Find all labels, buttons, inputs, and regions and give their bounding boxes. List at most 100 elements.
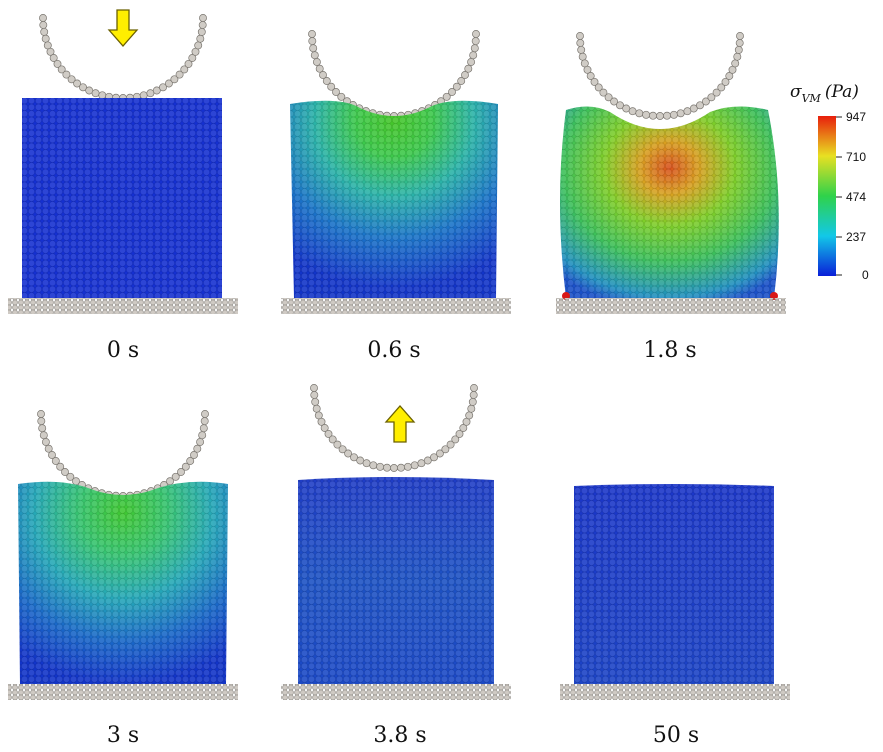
indenter-particle <box>599 88 608 97</box>
indenter-particle <box>57 65 66 74</box>
indenter-particle <box>594 83 603 92</box>
indenter-particle <box>451 435 460 444</box>
indenter-particle <box>79 83 87 92</box>
indenter-particle <box>98 91 107 100</box>
indenter-particle <box>736 32 744 40</box>
floor-plate <box>8 298 238 314</box>
floor-plate <box>8 684 238 700</box>
indenter-particle <box>53 59 62 68</box>
indenter-particle <box>159 83 167 92</box>
indenter-particle <box>61 468 69 476</box>
indenter-particle <box>37 410 45 418</box>
indenter-particle <box>310 51 319 60</box>
indenter-particle <box>328 435 337 444</box>
indenter-particle <box>37 417 46 426</box>
panel-0s: 0 s <box>8 9 238 363</box>
indenter-particle <box>577 45 586 54</box>
indenter-particle <box>457 77 466 85</box>
indenter-particle <box>196 438 205 446</box>
time-label: 3 s <box>107 723 139 748</box>
indenter-particle <box>471 37 480 46</box>
indenter-particle <box>39 431 48 440</box>
indenter-particle <box>312 58 321 66</box>
indenter-particle <box>649 111 657 120</box>
floor-plate <box>281 684 511 700</box>
indenter-particle <box>604 93 613 102</box>
indenter-particle <box>40 27 49 36</box>
indenter-particle <box>332 88 340 96</box>
indenter-particle <box>430 453 438 462</box>
indenter-particle <box>610 97 619 106</box>
indenter-particle <box>442 92 451 101</box>
indenter-particle <box>464 64 473 73</box>
indenter-particle <box>583 65 592 74</box>
indenter-particle <box>196 34 205 43</box>
colorbar-tick: 0 <box>862 268 869 282</box>
indenter-particle <box>469 391 478 399</box>
indenter-particle <box>656 112 664 120</box>
indenter-particle <box>317 417 326 426</box>
indenter-particle <box>452 82 461 91</box>
indenter-particle <box>410 461 419 470</box>
indenter-particle <box>190 451 198 459</box>
indenter-particle <box>199 424 208 433</box>
indenter-particle <box>198 21 207 29</box>
indenter-particle <box>309 44 318 53</box>
indenter-particle <box>586 72 595 80</box>
indenter-particle <box>171 472 180 481</box>
indenter-particle <box>322 77 331 85</box>
indenter-particle <box>635 109 644 118</box>
colorbar-tick: 474 <box>846 190 866 204</box>
indenter-particle <box>461 71 469 79</box>
indenter-particle <box>327 82 336 91</box>
indenter-particle <box>472 30 480 38</box>
indenter-particle <box>48 451 56 459</box>
indenter-particle <box>49 54 58 62</box>
indenter-particle <box>197 27 206 36</box>
indenter-particle <box>66 472 75 481</box>
indenter-particle <box>459 424 468 432</box>
indenter <box>576 32 744 120</box>
indenter-particle <box>175 70 184 79</box>
indenter-particle <box>139 91 148 100</box>
indenter-particle <box>578 52 587 61</box>
indenter-particle <box>725 72 734 80</box>
indenter-particle <box>576 32 584 40</box>
indenter-particle <box>38 424 47 433</box>
indenter-particle <box>376 462 385 471</box>
indenter-particle <box>669 110 678 119</box>
colorbar: σVM (Pa) 947 710 474 237 0 <box>790 82 869 282</box>
indenter-particle <box>721 77 730 86</box>
indenter-particle <box>186 457 195 465</box>
indenter-particle <box>696 101 704 110</box>
indenter-particle <box>324 429 333 438</box>
indenter-particle <box>194 41 203 50</box>
indenter-particle <box>67 75 76 84</box>
indenter-particle <box>337 92 346 101</box>
time-label: 0.6 s <box>367 338 420 363</box>
indenter-particle <box>39 21 48 29</box>
panel-3-8s: 3.8 s <box>281 384 511 748</box>
indenter-particle <box>44 444 53 453</box>
indenter-particle <box>712 88 721 97</box>
colorbar-tick: 710 <box>846 150 866 164</box>
indenter-particle <box>616 101 624 110</box>
indenter-particle <box>201 410 209 418</box>
indenter-particle <box>350 453 358 462</box>
indenter-particle <box>62 70 71 79</box>
floor-plate <box>556 298 786 314</box>
panel-3s: 3 s <box>8 410 238 748</box>
indenter <box>308 30 480 120</box>
indenter-particle <box>41 34 50 43</box>
indenter-particle <box>465 411 474 420</box>
indenter-particle <box>311 397 320 406</box>
indenter-particle <box>467 58 476 66</box>
indenter-particle <box>734 45 743 54</box>
indenter-particle <box>315 64 324 73</box>
indenter-particle <box>199 14 207 22</box>
indenter-particle <box>41 438 50 446</box>
indenter-particle <box>333 440 342 449</box>
colorbar-tick: 237 <box>846 230 866 244</box>
indenter-particle <box>177 468 185 476</box>
